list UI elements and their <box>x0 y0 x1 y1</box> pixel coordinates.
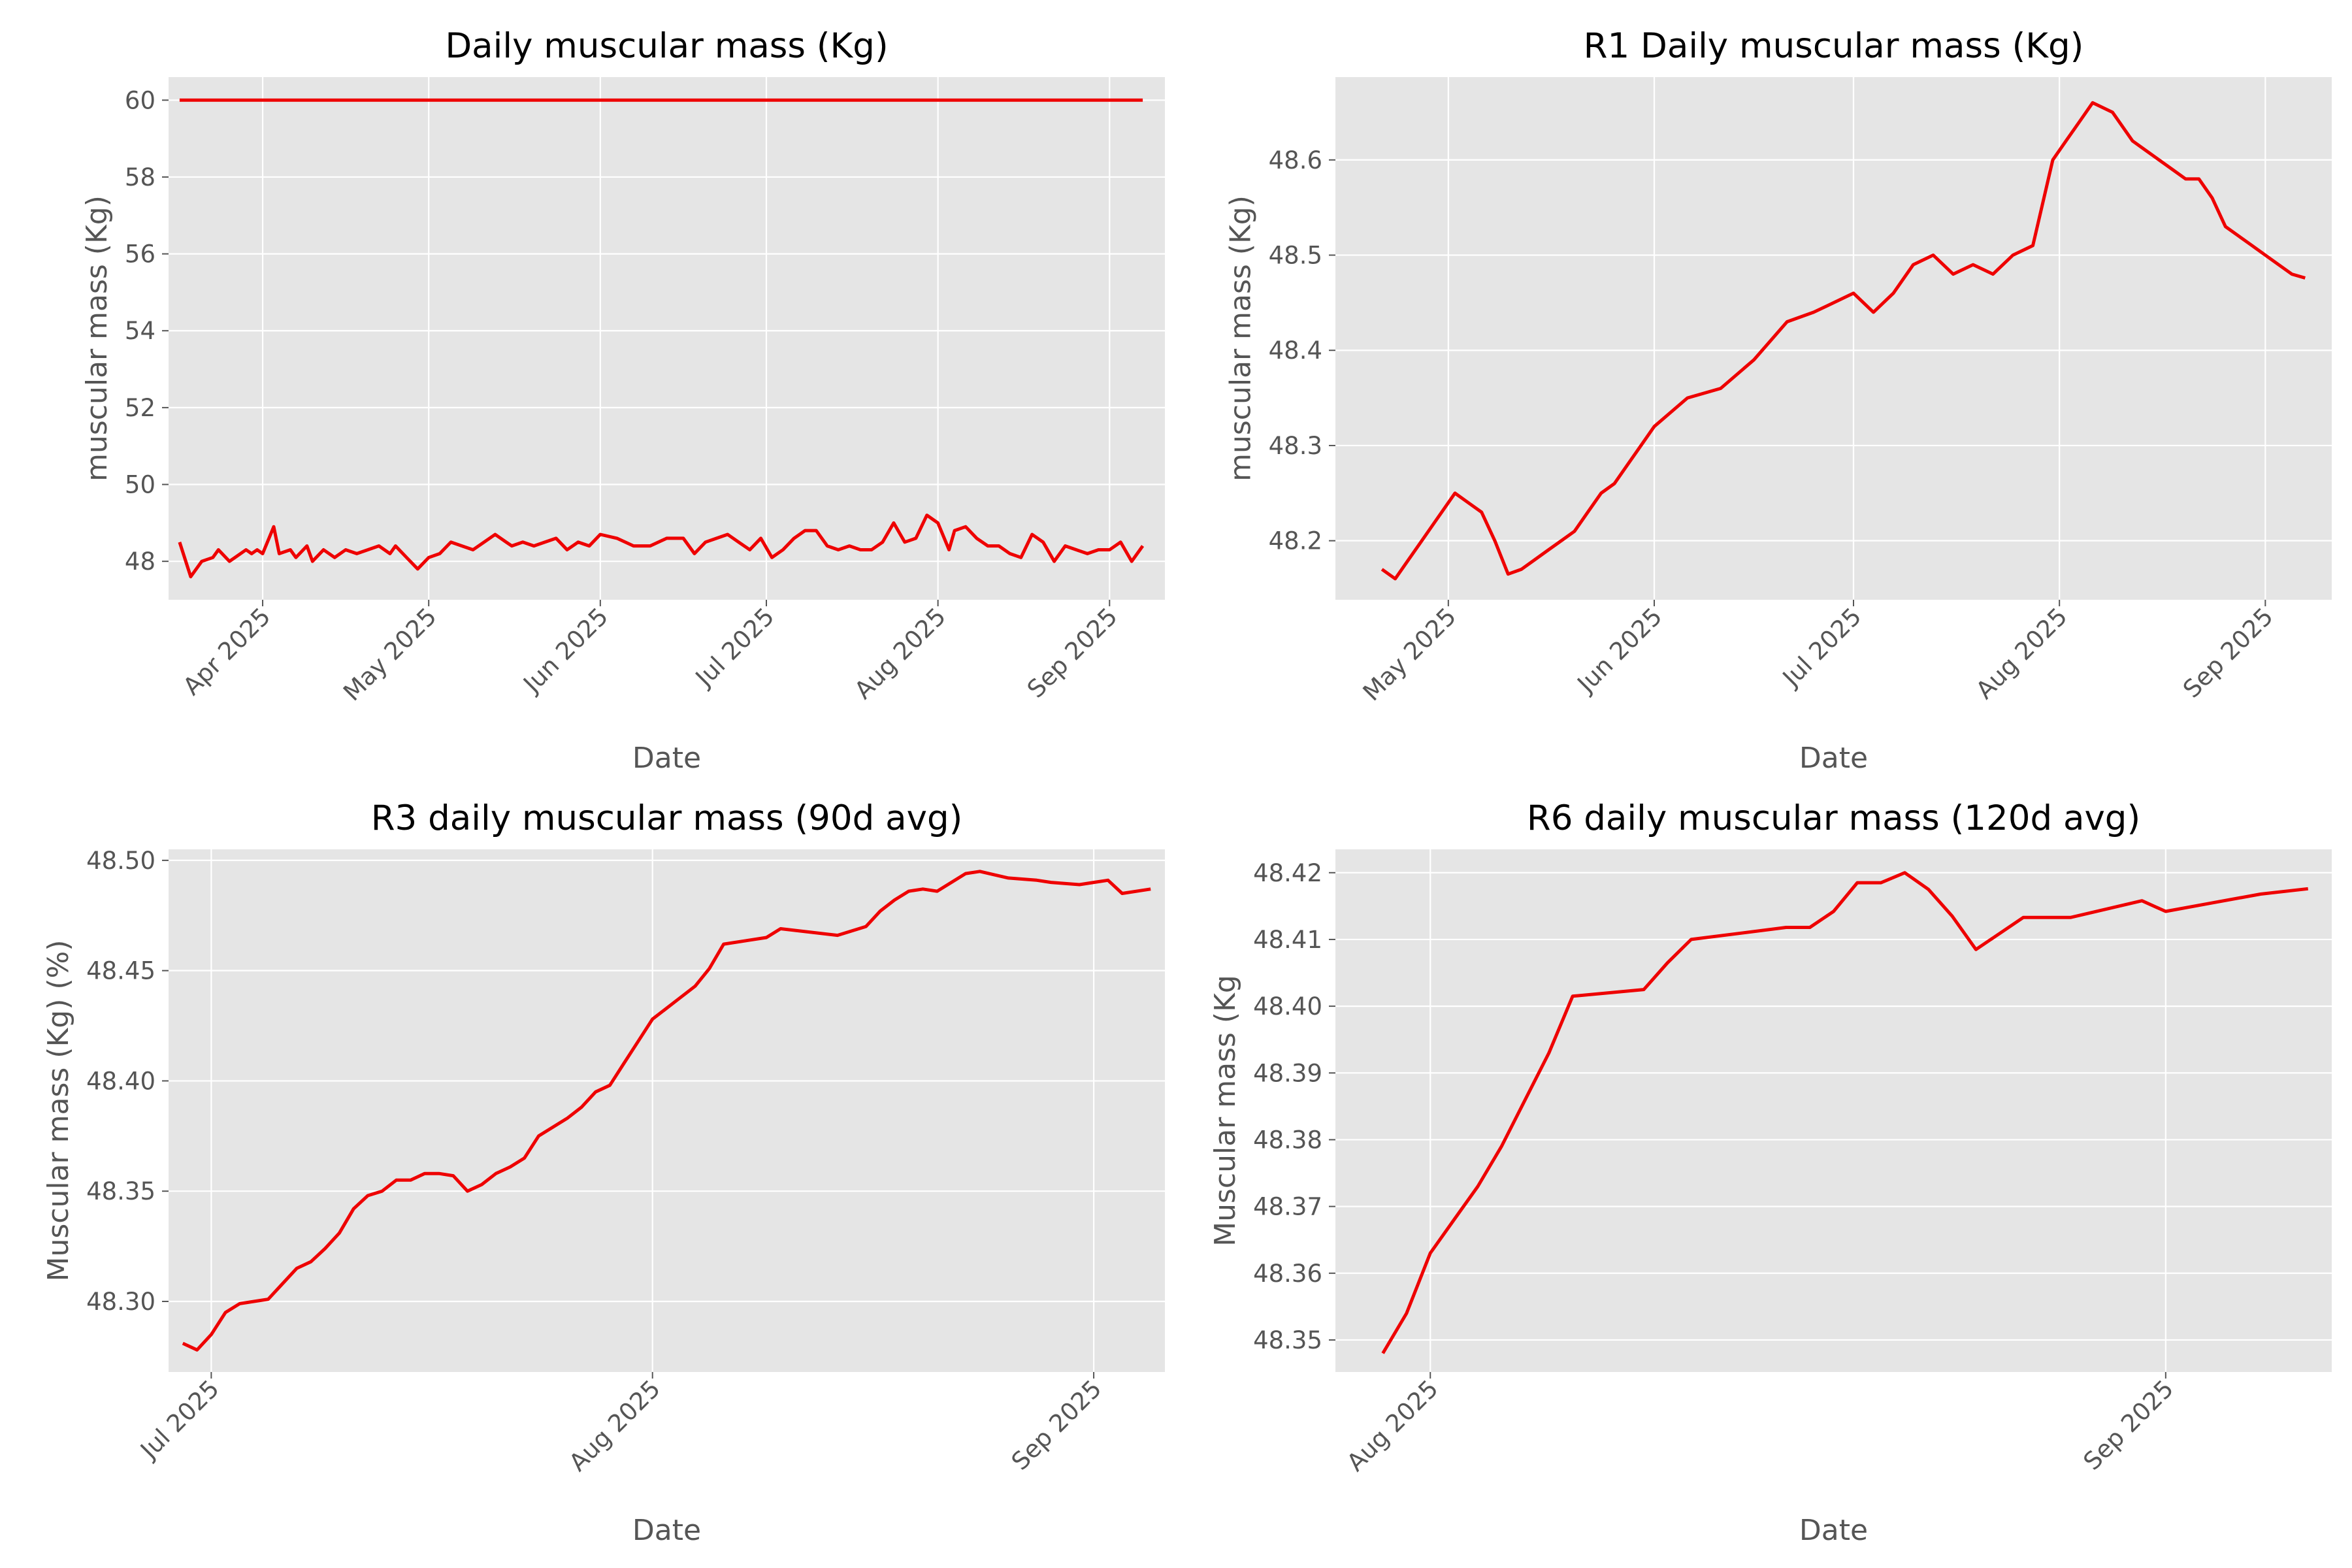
chart-r6-daily-muscular-mass: 48.35 48.36 48.37 48.38 48.39 48.40 48.41 48.42… <box>1209 798 2332 1547</box>
plot-area <box>169 849 1165 1372</box>
x-axis-label: Date <box>1799 1514 1868 1547</box>
x-tick-label: Sep 2025 <box>1006 1375 1107 1476</box>
x-tick-label: Aug 2025 <box>564 1375 666 1477</box>
y-tick-label: 48.39 <box>1253 1059 1322 1087</box>
x-tick-label: Aug 2025 <box>1341 1375 1443 1477</box>
x-axis-label: Date <box>632 1514 701 1547</box>
chart-title: R3 daily muscular mass (90d avg) <box>371 798 963 838</box>
x-tick-label: Jul 2025 <box>689 602 779 693</box>
y-axis-label: Muscular mass (Kg) (%) <box>42 939 75 1281</box>
chart-title: R1 Daily muscular mass (Kg) <box>1584 26 2084 66</box>
x-tick-label: Aug 2025 <box>1970 602 2072 704</box>
x-tick-label: May 2025 <box>338 602 442 706</box>
x-axis-label: Date <box>1799 742 1868 775</box>
y-tick-label: 48.35 <box>1253 1326 1322 1354</box>
x-tick-label: Sep 2025 <box>2078 1375 2180 1476</box>
x-tick-label: Sep 2025 <box>1022 602 1123 704</box>
y-tick-label: 48.50 <box>86 847 155 875</box>
chart-daily-muscular-mass: 48 50 52 54 56 58 60 Apr 2025 May 2025 Jun 2025 Ju… <box>80 26 1165 775</box>
x-axis-label: Date <box>632 742 701 775</box>
chart-r3-daily-muscular-mass: 48.30 48.35 48.40 48.45 48.50 Jul 2025 Aug 202… <box>42 798 1165 1547</box>
y-tick-label: 48.30 <box>86 1288 155 1316</box>
y-axis-label: muscular mass (Kg) <box>80 195 114 482</box>
y-tick-label: 48.2 <box>1269 527 1322 555</box>
x-tick-label: Apr 2025 <box>178 602 276 701</box>
x-tick-label: Jul 2025 <box>134 1375 224 1465</box>
x-tick-label: May 2025 <box>1358 602 1462 706</box>
y-tick-label: 56 <box>125 240 155 269</box>
plot-area <box>169 77 1165 600</box>
y-tick-label: 60 <box>125 86 155 114</box>
y-tick-label: 48 <box>125 547 155 576</box>
series-line <box>182 870 1151 1352</box>
x-tick-label: Jul 2025 <box>1776 602 1867 693</box>
chart-r1-daily-muscular-mass: 48.2 48.3 48.4 48.5 48.6 May 2025 Jun 2025 Jul … <box>1224 26 2332 775</box>
y-tick-label: 48.5 <box>1269 241 1322 269</box>
chart-title: R6 daily muscular mass (120d avg) <box>1527 798 2140 838</box>
chart-title: Daily muscular mass (Kg) <box>445 26 888 66</box>
y-tick-label: 48.3 <box>1269 432 1322 460</box>
x-tick-label: Jun 2025 <box>517 602 614 699</box>
y-tick-label: 48.40 <box>1253 992 1322 1021</box>
y-tick-label: 48.40 <box>86 1067 155 1095</box>
y-tick-label: 58 <box>125 163 155 191</box>
series-line <box>1380 101 2306 581</box>
y-tick-label: 48.35 <box>86 1177 155 1205</box>
x-tick-label: Sep 2025 <box>2178 602 2279 704</box>
y-tick-label: 48.37 <box>1253 1193 1322 1221</box>
x-tick-label: Aug 2025 <box>849 602 951 704</box>
y-tick-label: 48.36 <box>1253 1260 1322 1288</box>
plot-area <box>1335 849 2332 1372</box>
y-tick-label: 48.41 <box>1253 926 1322 954</box>
y-tick-label: 50 <box>125 471 155 499</box>
series-line <box>178 514 1145 579</box>
y-tick-label: 48.45 <box>86 957 155 985</box>
y-tick-label: 52 <box>125 394 155 422</box>
y-axis-label: muscular mass (Kg) <box>1224 195 1258 482</box>
y-tick-label: 54 <box>125 317 155 345</box>
x-tick-label: Jun 2025 <box>1571 602 1668 699</box>
y-tick-label: 48.38 <box>1253 1126 1322 1154</box>
series-line <box>1381 871 2308 1354</box>
y-axis-label: Muscular mass (Kg <box>1209 975 1242 1247</box>
y-tick-label: 48.42 <box>1253 859 1322 887</box>
y-tick-label: 48.6 <box>1269 146 1322 174</box>
y-tick-label: 48.4 <box>1269 336 1322 365</box>
